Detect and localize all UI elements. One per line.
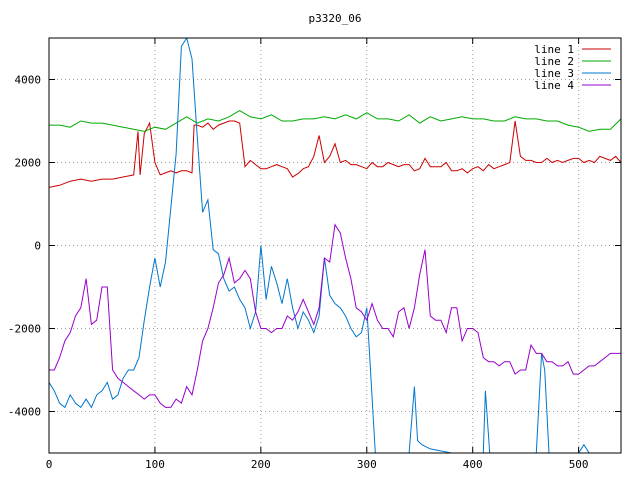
- legend-label-3: line 3: [534, 67, 574, 80]
- x-tick-label: 0: [46, 458, 53, 471]
- x-tick-label: 500: [569, 458, 589, 471]
- grid: [49, 38, 621, 453]
- y-tick-label: -2000: [8, 323, 41, 336]
- x-tick-label: 200: [251, 458, 271, 471]
- series-line-4: [49, 223, 621, 408]
- legend-label-2: line 2: [534, 55, 574, 68]
- x-tick-label: 300: [357, 458, 377, 471]
- legend-label-4: line 4: [534, 79, 574, 92]
- series-line-3: [49, 38, 590, 453]
- series-line-1: [49, 120, 621, 188]
- y-tick-label: 2000: [15, 157, 42, 170]
- y-tick-label: 4000: [15, 74, 42, 87]
- series-line-2: [49, 110, 621, 132]
- x-tick-label: 400: [463, 458, 483, 471]
- y-tick-label: 0: [34, 240, 41, 253]
- chart-title: p3320_06: [309, 12, 362, 25]
- series-group: [49, 38, 621, 453]
- y-tick-label: -4000: [8, 406, 41, 419]
- axis-ticks: 0 100 200 300 400 500 -4000 -2000 0 2000 4000: [8, 38, 621, 471]
- plot-frame: [48, 37, 622, 454]
- legend-label-1: line 1: [534, 43, 574, 56]
- x-tick-label: 100: [145, 458, 165, 471]
